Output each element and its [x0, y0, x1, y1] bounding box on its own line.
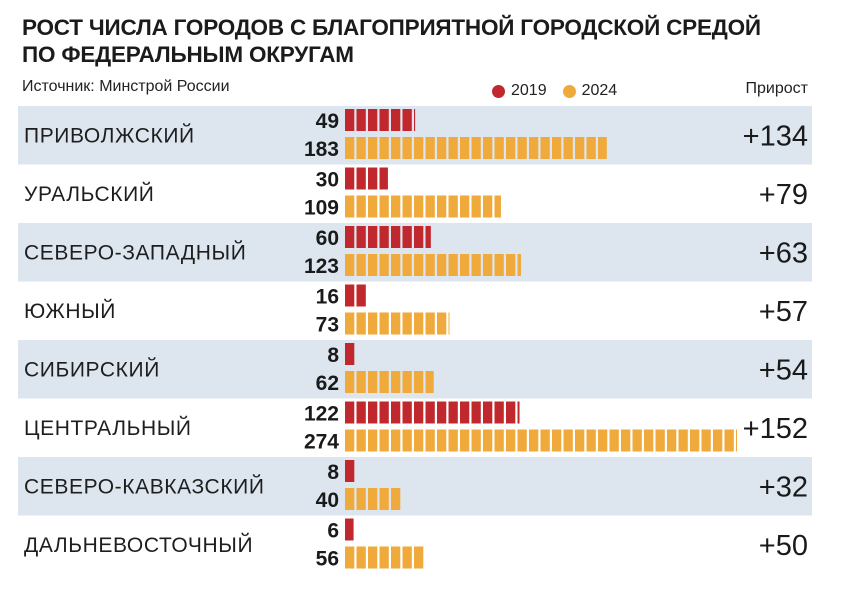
- growth-value: +152: [743, 413, 808, 445]
- bar-2024: [345, 254, 521, 276]
- bar-2024: [345, 371, 434, 393]
- bar-2024: [345, 312, 450, 335]
- bar-2019: [345, 226, 431, 248]
- legend-dot-2019: [492, 84, 505, 98]
- row-band: [18, 457, 812, 516]
- legend-dot-2024: [562, 84, 576, 98]
- value-label-2019: 8: [327, 344, 339, 367]
- value-label-2019: 30: [316, 169, 339, 192]
- legend: 2019 2024: [492, 82, 633, 100]
- value-label-2019: 60: [316, 227, 339, 250]
- growth-value: +63: [759, 237, 808, 269]
- growth-value: +54: [759, 354, 808, 386]
- bar-2019: [345, 167, 388, 190]
- legend-label-2024: 2024: [581, 82, 618, 99]
- region-label: СИБИРСКИЙ: [24, 357, 160, 381]
- bar-2019: [345, 518, 354, 541]
- value-label-2024: 123: [304, 255, 339, 278]
- bar-2024: [345, 137, 607, 159]
- bar-2024: [345, 429, 737, 452]
- region-label: СЕВЕРО-КАВКАЗСКИЙ: [24, 474, 265, 498]
- bar-2024: [345, 488, 401, 510]
- value-label-2019: 8: [327, 461, 339, 484]
- growth-value: +50: [759, 530, 808, 562]
- region-label: СЕВЕРО-ЗАПАДНЫЙ: [24, 240, 246, 264]
- value-label-2019: 49: [316, 110, 339, 133]
- bar-2024: [345, 546, 424, 569]
- value-label-2024: 56: [316, 548, 339, 571]
- legend-item-2019: 2019: [492, 82, 547, 100]
- legend-label-2019: 2019: [511, 82, 547, 99]
- region-label: ЮЖНЫЙ: [24, 299, 116, 323]
- region-label: ПРИВОЛЖСКИЙ: [24, 123, 195, 147]
- growth-value: +134: [743, 120, 808, 152]
- bar-2024: [345, 195, 501, 218]
- value-label-2019: 122: [304, 403, 339, 426]
- value-label-2024: 109: [304, 197, 339, 220]
- growth-value: +32: [759, 471, 808, 503]
- value-label-2019: 6: [327, 520, 339, 543]
- source-note: Источник: Минстрой России: [22, 78, 230, 95]
- bar-2019: [345, 343, 355, 365]
- bar-2019: [345, 284, 366, 307]
- value-label-2024: 274: [304, 431, 339, 454]
- growth-value: +57: [759, 296, 808, 328]
- legend-item-2024: 2024: [562, 82, 618, 100]
- region-label: УРАЛЬСКИЙ: [24, 182, 155, 206]
- value-label-2024: 40: [316, 489, 339, 512]
- growth-column-header: Прирост: [745, 80, 808, 97]
- chart-title-line2: ПО ФЕДЕРАЛЬНЫМ ОКРУГАМ: [22, 42, 354, 67]
- value-label-2024: 73: [316, 314, 339, 337]
- bar-2019: [345, 460, 355, 482]
- region-label: ЦЕНТРАЛЬНЫЙ: [24, 416, 192, 440]
- chart-title-line1: РОСТ ЧИСЛА ГОРОДОВ С БЛАГОПРИЯТНОЙ ГОРОД…: [22, 15, 761, 40]
- value-label-2024: 183: [304, 138, 339, 161]
- bar-2019: [345, 109, 416, 131]
- chart-title: РОСТ ЧИСЛА ГОРОДОВ С БЛАГОПРИЯТНОЙ ГОРОД…: [22, 14, 822, 68]
- bar-2019: [345, 401, 520, 424]
- growth-value: +79: [759, 179, 808, 211]
- region-label: ДАЛЬНЕВОСТОЧНЫЙ: [24, 533, 253, 557]
- value-label-2019: 16: [316, 286, 339, 309]
- value-label-2024: 62: [316, 372, 339, 395]
